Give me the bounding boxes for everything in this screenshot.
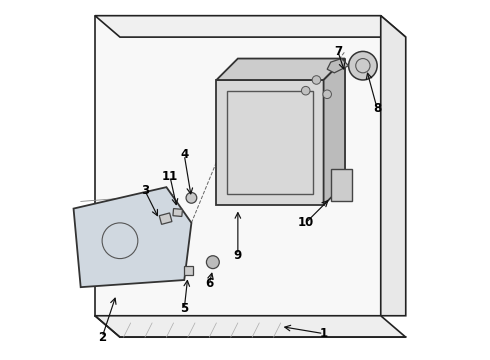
Polygon shape	[74, 187, 192, 287]
Text: 6: 6	[205, 277, 214, 290]
Polygon shape	[381, 16, 406, 316]
Text: 7: 7	[334, 45, 342, 58]
Text: 3: 3	[141, 184, 149, 197]
Text: 4: 4	[180, 148, 188, 162]
Polygon shape	[327, 59, 348, 73]
Circle shape	[301, 86, 310, 95]
Text: 11: 11	[162, 170, 178, 183]
Text: 2: 2	[98, 331, 106, 344]
Bar	[159, 213, 172, 224]
Bar	[227, 91, 313, 194]
Circle shape	[323, 90, 331, 99]
Polygon shape	[217, 59, 345, 80]
Bar	[331, 169, 352, 202]
Text: 8: 8	[373, 102, 381, 115]
Polygon shape	[95, 316, 406, 337]
Bar	[184, 266, 193, 275]
Polygon shape	[95, 16, 381, 316]
Text: 1: 1	[319, 327, 328, 340]
Polygon shape	[95, 16, 406, 37]
Bar	[173, 208, 182, 216]
Polygon shape	[217, 80, 323, 205]
Circle shape	[348, 51, 377, 80]
Text: 9: 9	[234, 248, 242, 261]
Text: 5: 5	[180, 302, 188, 315]
Circle shape	[206, 256, 220, 269]
Polygon shape	[323, 59, 345, 205]
Circle shape	[312, 76, 321, 84]
Text: 10: 10	[297, 216, 314, 229]
Circle shape	[186, 193, 197, 203]
